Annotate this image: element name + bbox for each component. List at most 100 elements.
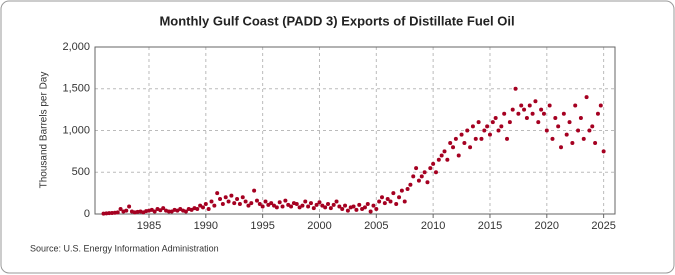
point <box>533 99 538 104</box>
point <box>328 206 333 211</box>
point <box>232 201 237 206</box>
point <box>334 199 339 204</box>
point <box>468 145 473 150</box>
point <box>581 136 586 141</box>
point <box>419 174 424 179</box>
point <box>487 132 492 137</box>
point <box>405 186 410 191</box>
point <box>260 204 265 209</box>
point <box>593 141 598 146</box>
point <box>601 149 606 154</box>
point <box>402 199 407 204</box>
y-tick-label: 2,000 <box>62 41 90 53</box>
point <box>442 149 447 154</box>
point <box>365 201 370 206</box>
point <box>343 203 348 208</box>
point <box>465 128 470 133</box>
point <box>462 141 467 146</box>
point <box>362 205 367 210</box>
point <box>323 205 328 210</box>
source: Source: U.S. Energy Information Administ… <box>30 243 219 253</box>
point <box>422 170 427 175</box>
point <box>300 203 305 208</box>
y-tick-label: 0 <box>84 208 90 220</box>
point <box>522 107 527 112</box>
point <box>516 111 521 116</box>
x-tick-label: 1990 <box>194 220 218 232</box>
point <box>161 206 166 211</box>
point <box>294 201 299 206</box>
point <box>212 203 217 208</box>
point <box>536 120 541 125</box>
y-axis-label: Thousand Barrels per Day <box>39 72 50 189</box>
point <box>459 132 464 137</box>
x-tick-label: 1995 <box>250 220 274 232</box>
point <box>385 196 390 201</box>
point <box>439 153 444 158</box>
point <box>598 103 603 108</box>
point <box>576 128 581 133</box>
point <box>414 166 419 171</box>
point <box>229 193 234 198</box>
point <box>220 201 225 206</box>
point <box>570 141 575 146</box>
point <box>493 115 498 120</box>
point <box>559 145 564 150</box>
point <box>499 124 504 129</box>
point <box>505 136 510 141</box>
point <box>354 207 359 212</box>
point <box>124 208 129 213</box>
point <box>314 202 319 207</box>
point <box>590 124 595 129</box>
point <box>249 201 254 206</box>
point <box>152 209 157 214</box>
point <box>195 206 200 211</box>
x-tick-label: 2020 <box>535 220 559 232</box>
point <box>104 211 109 216</box>
point <box>237 201 242 206</box>
point <box>115 210 120 215</box>
point <box>254 198 259 203</box>
point <box>595 111 600 116</box>
point <box>411 174 416 179</box>
point <box>243 199 248 204</box>
point <box>416 178 421 183</box>
point <box>226 199 231 204</box>
point <box>479 136 484 141</box>
point <box>357 202 362 207</box>
point <box>246 203 251 208</box>
point <box>382 201 387 206</box>
point <box>368 209 373 214</box>
x-tick-label: 2010 <box>421 220 445 232</box>
point <box>436 157 441 162</box>
point <box>547 103 552 108</box>
point <box>203 201 208 206</box>
point <box>431 161 436 166</box>
point <box>374 206 379 211</box>
point <box>556 124 561 129</box>
point <box>496 128 501 133</box>
point <box>451 145 456 150</box>
point <box>541 111 546 116</box>
point <box>371 203 376 208</box>
point <box>539 107 544 112</box>
point <box>587 128 592 133</box>
point <box>578 115 583 120</box>
point <box>317 200 322 205</box>
point <box>524 115 529 120</box>
point <box>252 188 257 193</box>
y-tick-label: 500 <box>72 166 90 178</box>
x-tick-label: 2000 <box>307 220 331 232</box>
chart-title: Monthly Gulf Coast (PADD 3) Exports of D… <box>159 13 514 28</box>
point <box>257 201 262 206</box>
point <box>567 120 572 125</box>
point <box>561 111 566 116</box>
point <box>502 111 507 116</box>
point <box>326 201 331 206</box>
point <box>425 180 430 185</box>
point <box>399 188 404 193</box>
point <box>289 204 294 209</box>
point <box>235 196 240 201</box>
point <box>127 204 132 209</box>
